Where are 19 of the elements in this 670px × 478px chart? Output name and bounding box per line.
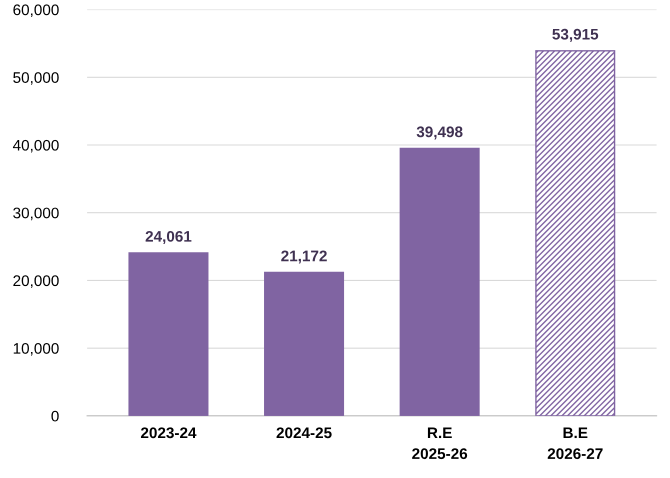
- data-label: 21,172: [281, 250, 327, 264]
- y-tick-label: 60,000: [13, 4, 59, 18]
- y-tick-label: 10,000: [14, 343, 59, 356]
- bar: [400, 148, 480, 416]
- x-tick-label: 2023-24: [140, 427, 196, 438]
- data-label: 39,498: [416, 126, 463, 140]
- x-tick-label: R.E 2025-26: [412, 428, 468, 460]
- bar: [535, 50, 616, 416]
- data-label: 24,061: [146, 230, 192, 244]
- x-tick-label: 2024-25: [276, 427, 332, 438]
- data-label: 53,915: [552, 28, 598, 42]
- y-tick-label: 20,000: [13, 275, 59, 288]
- y-tick-label: 0: [51, 410, 59, 422]
- y-tick-label: 30,000: [13, 208, 59, 220]
- x-tick-label: B.E 2026-27: [548, 428, 603, 460]
- y-tick-label: 50,000: [13, 72, 59, 85]
- bar: [128, 252, 208, 416]
- y-tick-label: 40,000: [12, 140, 59, 152]
- bar: [264, 272, 344, 416]
